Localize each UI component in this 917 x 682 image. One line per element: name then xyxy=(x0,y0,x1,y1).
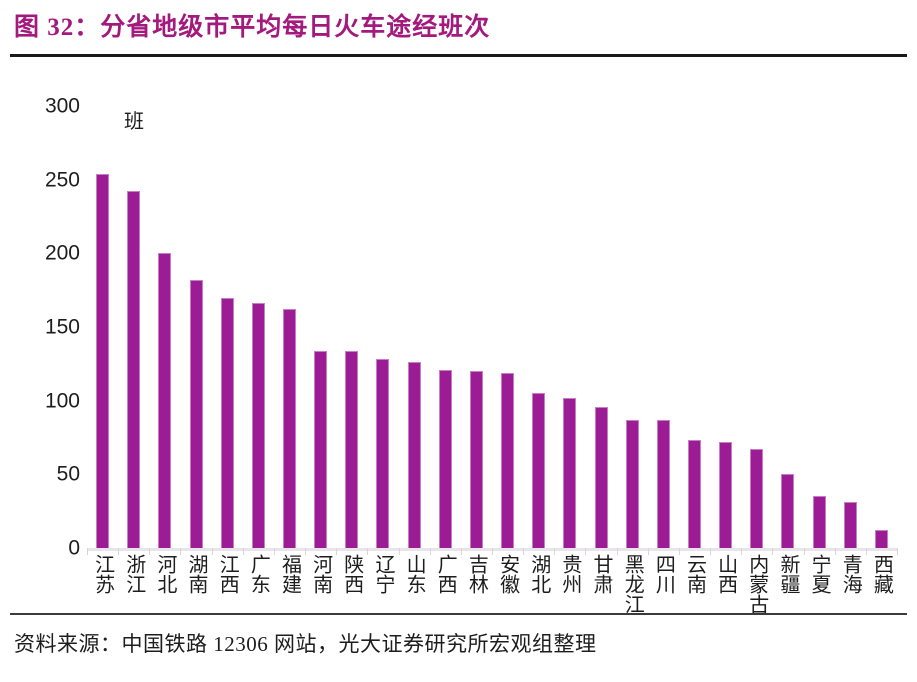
x-axis-tick xyxy=(398,548,400,555)
x-axis-category-label: 湖北 xyxy=(527,554,550,594)
x-axis-category-label: 贵州 xyxy=(558,554,581,594)
x-axis-category-label: 湖南 xyxy=(185,554,208,594)
page-title: 图 32：分省地级市平均每日火车途经班次 xyxy=(14,14,491,41)
x-axis-tick xyxy=(87,548,88,555)
x-axis-category-label: 陕西 xyxy=(340,554,363,594)
y-axis-tick-label: 300 xyxy=(44,94,80,118)
header-divider xyxy=(10,54,907,57)
bar xyxy=(719,441,733,548)
x-axis-tick xyxy=(678,548,680,555)
x-axis-tick xyxy=(710,548,712,555)
x-axis-category-label: 辽宁 xyxy=(371,554,394,594)
x-axis-category-labels: 江苏 浙江 河北 湖南 江西 广东 福建 河南 陕西 辽宁 山东 广西 吉林 安徽 湖北 贵州 甘肃 黑龙江 四川云… xyxy=(87,554,897,666)
source-note: 资料来源：中国铁路 12306 网站，光大证券研究所宏观组整理 xyxy=(14,632,597,656)
x-axis-category-label: 山西 xyxy=(714,554,737,594)
bar xyxy=(376,359,390,548)
x-axis-tick xyxy=(741,548,743,555)
y-axis-tick-label: 250 xyxy=(44,168,80,192)
x-axis-category-label: 河南 xyxy=(309,554,332,594)
x-axis-tick xyxy=(429,548,431,555)
x-axis-category-label: 福建 xyxy=(278,554,301,594)
x-axis-tick xyxy=(523,548,525,555)
y-axis-tick-labels: 0 50 100 150 200 250 300 xyxy=(10,58,80,610)
bar xyxy=(345,350,359,548)
x-axis-category-label: 内蒙古 xyxy=(745,554,768,614)
x-axis-tick xyxy=(492,548,493,555)
bar xyxy=(750,449,764,548)
x-axis-tick xyxy=(585,548,587,555)
x-axis-category-label: 宁夏 xyxy=(808,554,831,594)
x-axis-tick xyxy=(897,548,898,555)
x-axis-category-label: 浙江 xyxy=(122,554,145,594)
bar xyxy=(189,279,203,548)
bar xyxy=(469,371,483,548)
bar xyxy=(127,191,141,548)
x-axis-tick xyxy=(336,548,338,555)
bar xyxy=(532,393,546,548)
footer-divider xyxy=(10,613,907,615)
bar xyxy=(874,530,888,548)
x-axis-tick xyxy=(554,548,556,555)
bar xyxy=(501,372,515,548)
x-axis-category-label: 吉林 xyxy=(465,554,488,594)
bar xyxy=(407,362,421,548)
x-axis-category-label: 江苏 xyxy=(91,554,114,594)
x-axis-tick xyxy=(647,548,649,555)
x-axis-tick xyxy=(305,548,307,555)
bar xyxy=(251,303,265,548)
x-axis-category-label: 安徽 xyxy=(496,554,519,594)
x-axis-tick xyxy=(149,548,151,555)
x-axis-category-label: 黑龙江 xyxy=(621,554,644,614)
y-axis-tick-label: 50 xyxy=(56,462,80,486)
x-axis-category-label: 四川 xyxy=(652,554,675,594)
x-axis-tick xyxy=(367,548,369,555)
x-axis-tick xyxy=(865,548,867,555)
bar xyxy=(96,173,110,548)
bar xyxy=(158,253,172,548)
x-axis-tick xyxy=(211,548,213,555)
y-axis-tick-label: 200 xyxy=(44,241,80,265)
x-axis-tick xyxy=(772,548,774,555)
y-axis-tick-label: 100 xyxy=(44,389,80,413)
x-axis-category-label: 河北 xyxy=(153,554,176,594)
x-axis-category-label: 云南 xyxy=(683,554,706,594)
x-axis-tick xyxy=(834,548,836,555)
x-axis-tick xyxy=(460,548,462,555)
x-axis-category-label: 甘肃 xyxy=(590,554,613,594)
x-axis-tick xyxy=(616,548,618,555)
bar xyxy=(594,406,608,548)
bar xyxy=(656,419,670,548)
bar xyxy=(314,350,328,548)
bar xyxy=(220,297,234,548)
x-axis-category-label: 新疆 xyxy=(776,554,799,594)
x-axis-tick xyxy=(242,548,244,555)
x-axis-tick xyxy=(180,548,182,555)
bar xyxy=(781,474,795,548)
x-axis-category-label: 广西 xyxy=(434,554,457,594)
bar-series xyxy=(87,106,897,548)
y-axis-tick-label: 150 xyxy=(44,315,80,339)
x-axis-category-label: 山东 xyxy=(403,554,426,594)
x-axis-category-label: 江西 xyxy=(216,554,239,594)
figure-header: 图 32：分省地级市平均每日火车途经班次 xyxy=(0,0,917,50)
x-axis-category-label: 西藏 xyxy=(870,554,893,594)
bar xyxy=(625,419,639,548)
y-axis-tick-label: 0 xyxy=(68,536,80,560)
bar xyxy=(283,309,296,548)
x-axis-tick xyxy=(803,548,805,555)
bar xyxy=(812,496,826,548)
bar xyxy=(563,397,577,548)
bar xyxy=(438,369,452,548)
x-axis-category-label: 广东 xyxy=(247,554,270,594)
bar xyxy=(843,502,857,548)
y-axis-unit-label: 班 xyxy=(124,111,144,133)
x-axis-tick xyxy=(118,548,120,555)
x-axis-category-label: 青海 xyxy=(839,554,862,594)
x-axis-tick xyxy=(273,548,275,555)
bar xyxy=(688,440,701,548)
bar-chart: 班 0 50 100 150 200 250 300 江苏 浙江 河北 湖南 江西 广东 福建 河南 陕西辽… xyxy=(0,58,917,614)
